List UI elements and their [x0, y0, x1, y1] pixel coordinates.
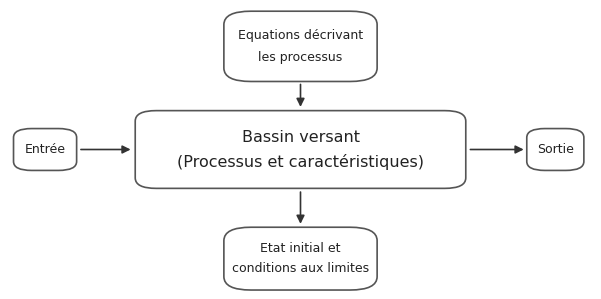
FancyBboxPatch shape [135, 111, 466, 188]
FancyBboxPatch shape [13, 129, 77, 170]
Text: les processus: les processus [258, 51, 343, 64]
FancyBboxPatch shape [224, 227, 377, 290]
Text: (Processus et caractéristiques): (Processus et caractéristiques) [177, 154, 424, 170]
FancyBboxPatch shape [224, 11, 377, 81]
FancyBboxPatch shape [527, 129, 584, 170]
Text: Equations décrivant: Equations décrivant [238, 29, 363, 42]
Text: Etat initial et: Etat initial et [260, 242, 341, 255]
Text: Bassin versant: Bassin versant [242, 129, 359, 144]
Text: conditions aux limites: conditions aux limites [232, 262, 369, 275]
Text: Entrée: Entrée [25, 143, 66, 156]
Text: Sortie: Sortie [537, 143, 574, 156]
